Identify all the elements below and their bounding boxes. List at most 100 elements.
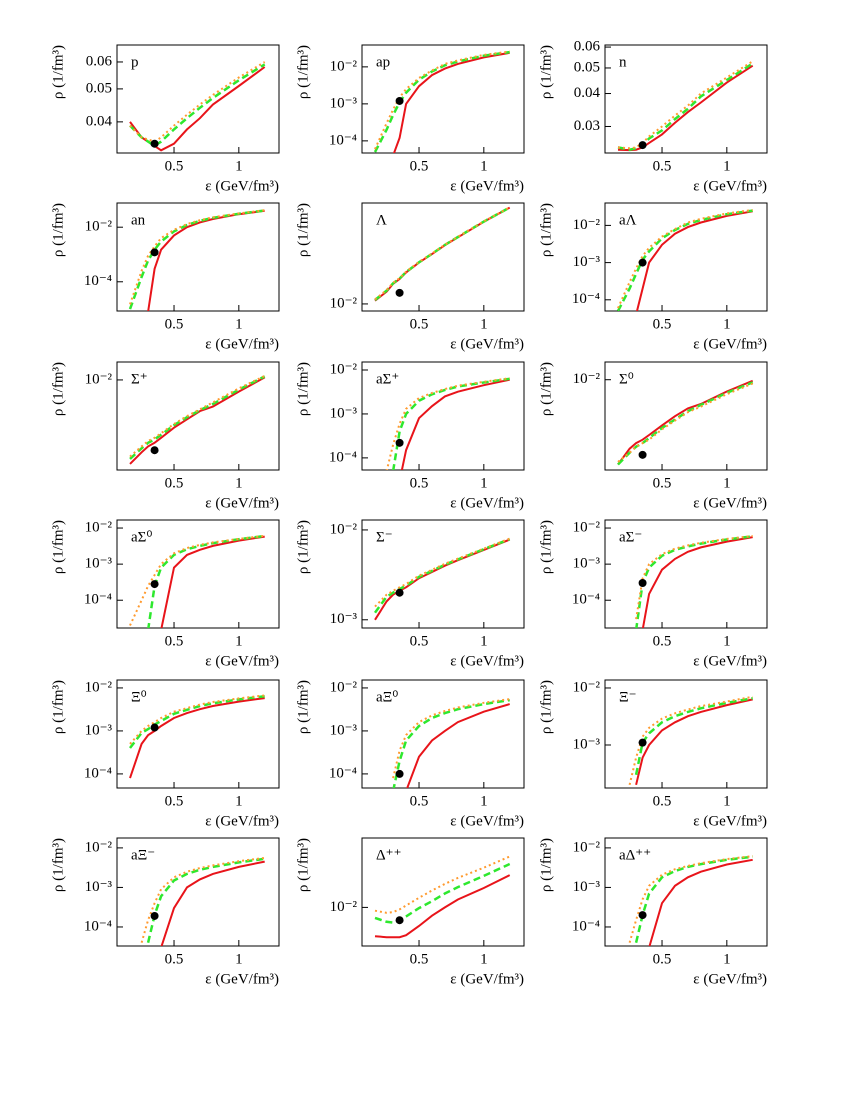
y-tick-label: 0.06	[86, 53, 113, 69]
curve	[374, 862, 511, 924]
curve	[374, 874, 511, 939]
plot-frame	[604, 361, 768, 471]
curve	[648, 858, 753, 946]
data-point	[150, 911, 159, 920]
y-tick-label: 10⁻⁴	[84, 765, 112, 781]
y-tick-label: 10⁻³	[85, 722, 113, 738]
data-point	[638, 579, 647, 588]
y-tick-label: 0.03	[574, 118, 600, 134]
data-point	[395, 438, 404, 447]
panel-label: aΛ	[619, 212, 637, 228]
y-tick-label: 10⁻²	[330, 361, 358, 377]
panel: p ε (GeV/fm³) ρ (1/fm³) 0.5 1 0.04 0.05 0.06	[50, 44, 280, 194]
x-tick-label: 1	[235, 158, 243, 174]
y-tick-label: 10⁻³	[330, 611, 358, 627]
data-point	[150, 580, 159, 589]
panel-label: Σ⁰	[619, 371, 634, 387]
y-tick-label: 10⁻⁴	[329, 132, 357, 148]
curve	[129, 376, 266, 465]
data-point	[638, 738, 647, 747]
y-tick-label: 10⁻³	[330, 405, 358, 421]
y-axis-label: ρ (1/fm³)	[50, 838, 66, 892]
data-point	[395, 96, 404, 105]
y-axis-label: ρ (1/fm³)	[50, 680, 66, 734]
x-axis-label: ε (GeV/fm³)	[693, 178, 767, 194]
plot-frame	[604, 519, 768, 629]
curve	[129, 61, 266, 143]
x-axis-label: ε (GeV/fm³)	[205, 971, 279, 987]
panel-label: p	[131, 54, 139, 70]
curve	[140, 856, 265, 943]
curve	[635, 698, 753, 786]
plot-frame	[361, 44, 525, 154]
panel: ap ε (GeV/fm³) ρ (1/fm³) 0.5 1 10⁻⁴ 10⁻³ 10⁻²	[295, 44, 525, 194]
panel-label: Λ	[376, 212, 387, 228]
curve	[129, 374, 266, 458]
panel: aΞ⁻ ε (GeV/fm³) ρ (1/fm³) 0.5 1 10⁻⁴ 10⁻³ 10⁻²	[50, 837, 280, 987]
y-tick-label: 10⁻⁴	[572, 291, 600, 307]
plot-frame	[361, 361, 525, 471]
curve	[400, 378, 510, 470]
curve	[129, 63, 266, 148]
y-axis-label: ρ (1/fm³)	[538, 362, 554, 416]
x-axis-label: ε (GeV/fm³)	[693, 653, 767, 669]
x-tick-label: 1	[235, 316, 243, 332]
plot-frame	[604, 202, 768, 312]
plot-frame	[361, 202, 525, 312]
plot-frame	[116, 519, 280, 629]
x-tick-label: 1	[480, 633, 488, 649]
x-tick-label: 0.5	[165, 951, 184, 967]
curve	[160, 860, 265, 946]
panel: Δ⁺⁺ ε (GeV/fm³) ρ (1/fm³) 0.5 1 10⁻²	[295, 837, 525, 987]
curve	[617, 382, 754, 463]
curve	[129, 534, 265, 626]
x-tick-label: 1	[480, 316, 488, 332]
curve	[406, 703, 510, 788]
curve	[129, 697, 265, 779]
y-axis-label: ρ (1/fm³)	[538, 203, 554, 257]
y-tick-label: 10⁻²	[330, 899, 358, 915]
x-tick-label: 1	[480, 951, 488, 967]
plot-area	[373, 537, 511, 621]
panel: aΔ⁺⁺ ε (GeV/fm³) ρ (1/fm³) 0.5 1 10⁻⁴ 10⁻³ 10⁻²	[538, 837, 768, 987]
plot-area	[129, 374, 266, 465]
data-point	[638, 911, 647, 920]
y-axis-label: ρ (1/fm³)	[295, 520, 311, 574]
panel-label: ap	[376, 54, 390, 70]
x-tick-label: 1	[723, 158, 731, 174]
panel: aΣ⁻ ε (GeV/fm³) ρ (1/fm³) 0.5 1 10⁻⁴ 10⁻³ 10⁻²	[538, 519, 768, 669]
y-axis-label: ρ (1/fm³)	[538, 45, 554, 99]
curve	[392, 377, 510, 470]
x-axis-label: ε (GeV/fm³)	[450, 495, 524, 511]
curve	[128, 209, 265, 310]
x-tick-label: 0.5	[653, 475, 672, 491]
y-axis-label: ρ (1/fm³)	[295, 680, 311, 734]
x-axis-label: ε (GeV/fm³)	[450, 813, 524, 829]
curve	[617, 379, 754, 466]
x-tick-label: 1	[235, 793, 243, 809]
panel-label: aΞ⁰	[376, 689, 398, 705]
panel: Ξ⁻ ε (GeV/fm³) ρ (1/fm³) 0.5 1 10⁻³ 10⁻²	[538, 679, 768, 829]
curve	[617, 381, 754, 466]
plot-area	[628, 855, 753, 946]
x-axis-label: ε (GeV/fm³)	[693, 813, 767, 829]
curve	[392, 51, 510, 153]
y-axis-label: ρ (1/fm³)	[538, 520, 554, 574]
x-axis-label: ε (GeV/fm³)	[450, 336, 524, 352]
data-point	[150, 446, 159, 455]
x-axis-label: ε (GeV/fm³)	[693, 971, 767, 987]
curve	[129, 694, 265, 745]
panel-label: Σ⁺	[131, 371, 148, 387]
x-tick-label: 1	[480, 793, 488, 809]
x-tick-label: 0.5	[165, 475, 184, 491]
y-tick-label: 10⁻³	[573, 556, 601, 572]
curve	[374, 537, 511, 608]
plot-area	[628, 695, 753, 786]
x-tick-label: 1	[723, 793, 731, 809]
y-axis-label: ρ (1/fm³)	[295, 45, 311, 99]
plot-area	[617, 60, 754, 152]
curve	[374, 206, 511, 301]
panel: n ε (GeV/fm³) ρ (1/fm³) 0.5 1 0.03 0.04 0.05 0.0…	[538, 39, 768, 194]
data-point	[395, 769, 404, 778]
